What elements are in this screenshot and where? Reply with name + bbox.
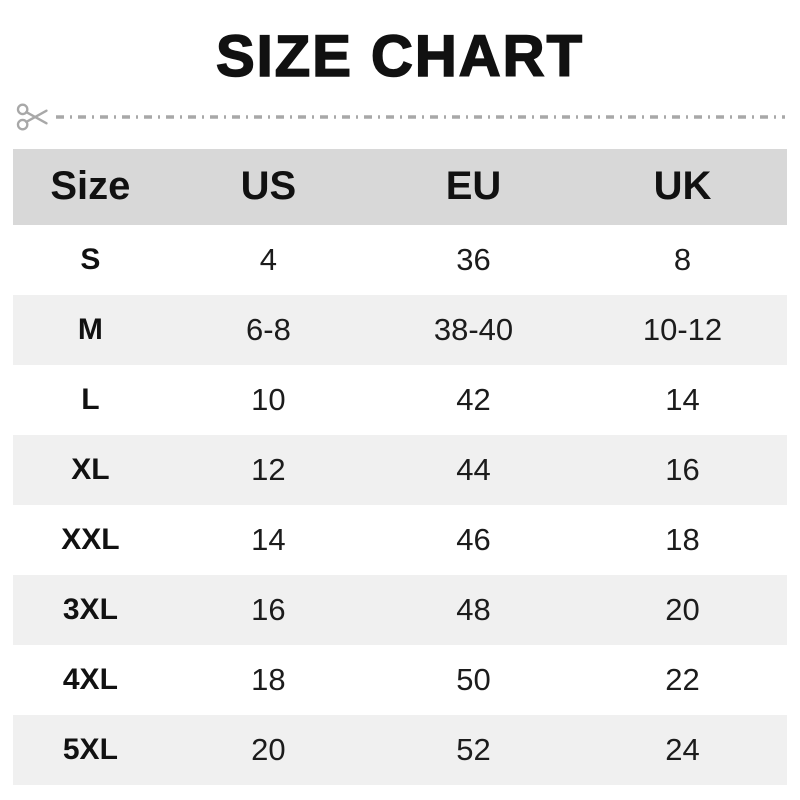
size-chart-page: SIZE CHART Size US EU UK S 4	[0, 23, 800, 800]
cell-us: 12	[251, 451, 286, 487]
cell-us: 14	[251, 521, 286, 557]
table-row-xxl: XXL 14 46 18	[13, 505, 787, 575]
column-header-eu: EU	[369, 148, 578, 225]
column-header-us: US	[167, 148, 370, 225]
cell-eu: 38-40	[433, 311, 514, 347]
cell-eu: 44	[456, 451, 491, 487]
cell-uk: 14	[665, 381, 700, 417]
cell-size: L	[81, 382, 100, 416]
cell-eu: 48	[456, 591, 491, 627]
table-row-4xl: 4XL 18 50 22	[13, 645, 787, 715]
cell-eu: 46	[456, 521, 491, 557]
scissors-icon	[16, 103, 48, 131]
cell-us: 16	[251, 591, 286, 627]
table-row-l: L 10 42 14	[13, 365, 787, 435]
table-row-s: S 4 36 8	[13, 225, 787, 295]
cell-uk: 18	[665, 521, 700, 557]
header-row: Size US EU UK	[13, 148, 787, 225]
table-row-3xl: 3XL 16 48 20	[13, 574, 787, 645]
page-title: SIZE CHART	[215, 23, 584, 90]
cell-size: 4XL	[62, 662, 118, 696]
cell-uk: 8	[673, 241, 692, 277]
cell-eu: 36	[456, 241, 491, 277]
cell-size: 3XL	[62, 592, 118, 626]
cell-size: XL	[71, 452, 110, 486]
cell-uk: 22	[665, 661, 700, 697]
cell-us: 6-8	[246, 311, 291, 347]
cut-line	[15, 97, 785, 137]
cell-us: 4	[259, 241, 278, 277]
table-row-xl: XL 12 44 16	[13, 434, 787, 505]
table-row-5xl: 5XL 20 52 24	[13, 714, 787, 785]
cell-size: S	[80, 242, 101, 276]
cell-size: 5XL	[62, 732, 118, 766]
cell-us: 18	[251, 661, 286, 697]
cell-uk: 10-12	[642, 311, 723, 347]
cell-us: 10	[251, 381, 286, 417]
size-chart-table: Size US EU UK S 4 36 8 M 6-8 38-40 10-12…	[13, 148, 787, 785]
dashed-cut-line	[56, 114, 785, 119]
cell-size: XXL	[61, 522, 120, 556]
cell-uk: 24	[665, 731, 700, 767]
cell-uk: 16	[665, 451, 700, 487]
column-header-size: Size	[13, 148, 168, 225]
cell-uk: 20	[665, 591, 700, 627]
cell-us: 20	[251, 731, 286, 767]
cell-eu: 52	[456, 731, 491, 767]
cell-size: M	[77, 312, 103, 346]
cell-eu: 42	[456, 381, 491, 417]
cell-eu: 50	[456, 661, 491, 697]
column-header-uk: UK	[578, 148, 787, 225]
table-row-m: M 6-8 38-40 10-12	[13, 294, 787, 365]
